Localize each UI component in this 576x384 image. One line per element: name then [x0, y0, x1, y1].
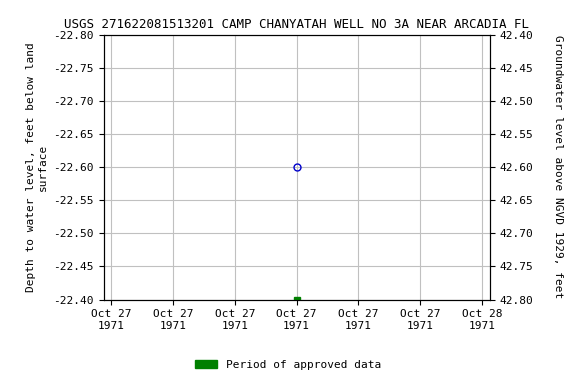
Y-axis label: Groundwater level above NGVD 1929, feet: Groundwater level above NGVD 1929, feet	[552, 35, 563, 299]
Y-axis label: Depth to water level, feet below land
surface: Depth to water level, feet below land su…	[26, 42, 48, 292]
Legend: Period of approved data: Period of approved data	[191, 356, 385, 375]
Title: USGS 271622081513201 CAMP CHANYATAH WELL NO 3A NEAR ARCADIA FL: USGS 271622081513201 CAMP CHANYATAH WELL…	[64, 18, 529, 31]
